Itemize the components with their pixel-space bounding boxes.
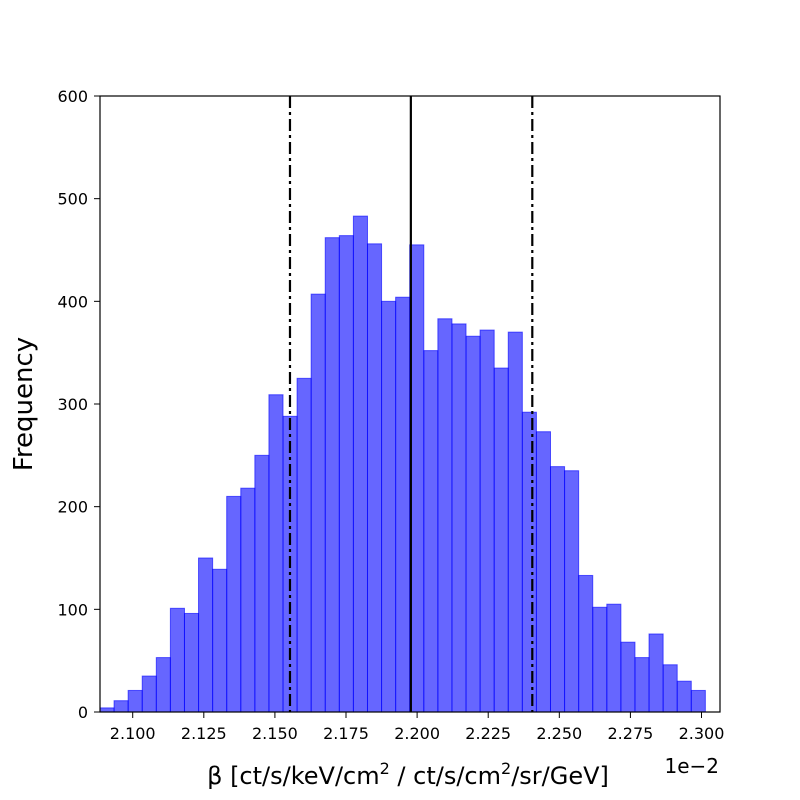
histogram-bar — [395, 296, 411, 713]
histogram-bar — [366, 243, 383, 713]
histogram-bar — [296, 377, 312, 713]
histogram-bar — [212, 568, 228, 713]
histogram-bar — [127, 689, 143, 713]
histogram-bar — [155, 657, 171, 713]
histogram-bar — [113, 700, 129, 713]
histogram-bar — [254, 454, 270, 713]
histogram-bar — [338, 235, 354, 713]
y-tick-label: 600 — [57, 87, 88, 106]
x-tick-label: 2.125 — [181, 724, 227, 743]
histogram-bar — [676, 680, 692, 713]
histogram-bar — [324, 237, 340, 713]
histogram-bar — [141, 675, 157, 713]
histogram-bar — [240, 487, 256, 713]
x-tick-label: 2.150 — [252, 724, 298, 743]
histogram-bar — [507, 331, 523, 713]
histogram-bar — [226, 495, 242, 713]
x-axis-label-prefix: β [ct/s/keV/cm — [207, 762, 379, 790]
histogram-bar — [465, 335, 481, 713]
histogram-bar — [620, 641, 636, 713]
histogram-bar — [268, 394, 284, 713]
histogram-bar — [198, 557, 214, 713]
y-axis-ticks: 0 100 200 300 400 500 600 — [57, 87, 100, 722]
histogram-bar — [648, 633, 664, 713]
y-tick-label: 400 — [57, 292, 88, 311]
histogram-bar — [493, 367, 509, 713]
histogram-bar — [634, 657, 650, 713]
histogram-bar — [564, 470, 580, 713]
x-axis-label: β [ct/s/keV/cm2 / ct/s/cm2/sr/GeV] — [207, 759, 609, 790]
x-tick-label: 2.200 — [394, 724, 440, 743]
x-axis-label-middle: / ct/s/cm — [390, 762, 501, 790]
y-tick-label: 200 — [57, 498, 88, 517]
x-tick-label: 2.250 — [536, 724, 582, 743]
histogram-bar — [549, 466, 566, 713]
histogram-bar — [381, 300, 397, 713]
x-axis-offset-label: 1e−2 — [664, 754, 719, 778]
histogram-bar — [423, 350, 439, 713]
histogram-bar — [521, 411, 537, 713]
histogram-bars — [99, 215, 706, 713]
histogram-bar — [183, 612, 200, 713]
y-tick-label: 100 — [57, 600, 88, 619]
x-tick-label: 2.100 — [110, 724, 156, 743]
y-axis-label: Frequency — [9, 337, 39, 471]
y-tick-label: 300 — [57, 395, 88, 414]
histogram-bar — [662, 664, 678, 713]
histogram-bar — [310, 293, 326, 713]
x-tick-label: 2.225 — [465, 724, 511, 743]
x-axis-ticks: 2.100 2.125 2.150 2.175 2.200 2.225 2.250 2.275… — [110, 712, 725, 743]
histogram-bar — [535, 431, 551, 713]
histogram-bar — [99, 707, 115, 713]
histogram-bar — [479, 329, 495, 713]
reference-lines — [288, 96, 534, 712]
histogram-bar — [606, 603, 622, 713]
histogram-bar — [690, 689, 706, 713]
y-tick-label: 500 — [57, 190, 88, 209]
histogram-bar — [437, 318, 453, 713]
x-tick-label: 2.175 — [323, 724, 369, 743]
y-tick-label: 0 — [78, 703, 88, 722]
x-tick-label: 2.300 — [679, 724, 725, 743]
histogram-bar — [169, 607, 185, 713]
histogram-bar — [352, 215, 368, 713]
histogram-bar — [451, 323, 467, 713]
histogram-bar — [578, 574, 594, 713]
x-tick-label: 2.275 — [608, 724, 654, 743]
histogram-bar — [592, 606, 608, 713]
x-axis-label-sup2: 2 — [501, 759, 511, 778]
x-axis-label-sup1: 2 — [380, 759, 390, 778]
x-axis-label-suffix: /sr/GeV] — [511, 762, 609, 790]
